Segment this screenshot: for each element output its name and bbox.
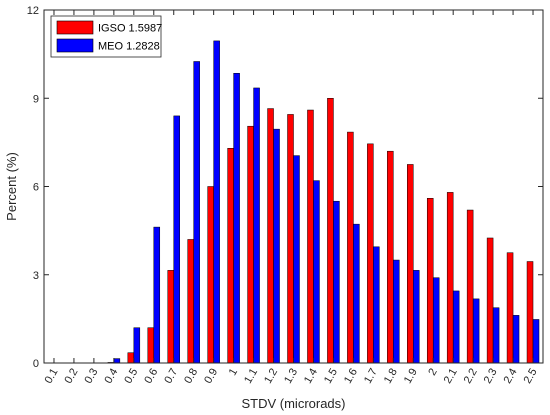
bar-igso-1.9 xyxy=(407,164,414,364)
legend-swatch-igso xyxy=(56,20,94,35)
bar-igso-2 xyxy=(426,198,434,364)
y-tick-label: 12 xyxy=(27,5,39,17)
x-axis-title: STDV (microrads) xyxy=(241,396,345,411)
x-tick-label: 0.2 xyxy=(62,367,80,386)
bar-igso-1.3 xyxy=(287,114,294,364)
x-tick-label: 1 xyxy=(227,367,240,378)
x-tick-label: 1.9 xyxy=(402,367,420,386)
legend-label-meo: MEO 1.2828 xyxy=(98,41,160,53)
y-tick-label: 6 xyxy=(33,182,39,194)
x-tick-label: 0.7 xyxy=(162,367,180,386)
x-tick-label: 2.3 xyxy=(482,367,500,386)
bar-meo-1.2 xyxy=(273,128,280,364)
bar-igso-1.4 xyxy=(307,109,314,364)
bar-meo-0.6 xyxy=(153,226,161,364)
y-tick-label: 3 xyxy=(33,270,39,282)
bar-meo-0.9 xyxy=(213,40,220,364)
bar-meo-0.8 xyxy=(193,61,200,364)
x-tick-label: 1.1 xyxy=(242,367,260,386)
x-tick-label: 0.1 xyxy=(43,367,61,386)
bar-meo-1.3 xyxy=(293,155,300,364)
x-tick-label: 1.8 xyxy=(382,367,400,386)
bar-igso-0.5 xyxy=(127,352,135,364)
bar-igso-0.6 xyxy=(147,327,155,364)
y-tick-label: 9 xyxy=(33,93,39,105)
x-tick-label: 1.4 xyxy=(302,367,320,386)
bar-meo-2.1 xyxy=(452,290,460,364)
bar-meo-0.7 xyxy=(173,115,180,364)
legend-swatch-meo xyxy=(56,38,94,53)
x-tick-label: 0.9 xyxy=(202,367,220,386)
x-tick-label: 0.6 xyxy=(142,367,160,386)
x-tick-label: 2.5 xyxy=(522,367,540,386)
bar-meo-1.5 xyxy=(333,200,340,364)
bar-meo-0.5 xyxy=(133,327,141,364)
bar-igso-1.7 xyxy=(367,143,374,364)
bar-meo-2.3 xyxy=(492,307,500,364)
bar-meo-1.7 xyxy=(373,246,380,364)
bar-meo-1.9 xyxy=(413,270,420,364)
bar-igso-1.5 xyxy=(327,98,334,364)
bar-igso-2.2 xyxy=(466,209,474,364)
bar-meo-2.5 xyxy=(532,319,540,364)
bar-meo-1.8 xyxy=(393,259,400,364)
y-tick-label: 0 xyxy=(33,358,39,370)
bar-igso-2.1 xyxy=(446,192,454,364)
bar-igso-0.8 xyxy=(187,239,194,364)
x-tick-label: 1.3 xyxy=(282,367,300,386)
bar-igso-1.1 xyxy=(247,125,254,364)
x-tick-label: 2.4 xyxy=(502,367,520,386)
x-tick-label: 0.3 xyxy=(82,367,100,386)
x-tick-label: 2 xyxy=(426,367,439,378)
bar-igso-0.9 xyxy=(207,186,214,364)
bar-igso-1.6 xyxy=(347,131,354,364)
legend: IGSO 1.5987 MEO 1.2828 xyxy=(50,15,162,58)
bar-meo-1.4 xyxy=(313,180,320,364)
x-tick-label: 1.7 xyxy=(362,367,380,386)
x-tick-label: 0.4 xyxy=(102,367,120,386)
bar-igso-2.4 xyxy=(506,252,514,364)
x-tick-label: 2.2 xyxy=(462,367,480,386)
x-tick-label: 1.2 xyxy=(262,367,280,386)
bar-meo-2 xyxy=(432,277,440,364)
bar-igso-1.2 xyxy=(267,108,274,364)
bar-igso-1.8 xyxy=(387,150,394,364)
bar-meo-2.2 xyxy=(472,298,480,364)
bar-meo-2.4 xyxy=(512,315,520,364)
x-tick-label: 2.1 xyxy=(442,367,460,386)
bar-meo-1.6 xyxy=(353,223,360,364)
bar-igso-2.3 xyxy=(486,237,494,364)
bar-meo-1.1 xyxy=(253,87,260,364)
legend-label-igso: IGSO 1.5987 xyxy=(98,23,162,35)
bar-igso-2.5 xyxy=(526,261,534,364)
x-tick-label: 0.5 xyxy=(122,367,140,386)
plot-frame xyxy=(43,9,544,364)
x-tick-label: 1.6 xyxy=(342,367,360,386)
y-axis-title: Percent (%) xyxy=(4,152,19,221)
bar-igso-0.7 xyxy=(167,270,174,364)
x-tick-label: 1.5 xyxy=(322,367,340,386)
bar-meo-0.4 xyxy=(113,358,121,364)
x-tick-label: 0.8 xyxy=(182,367,200,386)
bar-meo-1 xyxy=(233,73,240,364)
bar-igso-1 xyxy=(227,148,234,364)
